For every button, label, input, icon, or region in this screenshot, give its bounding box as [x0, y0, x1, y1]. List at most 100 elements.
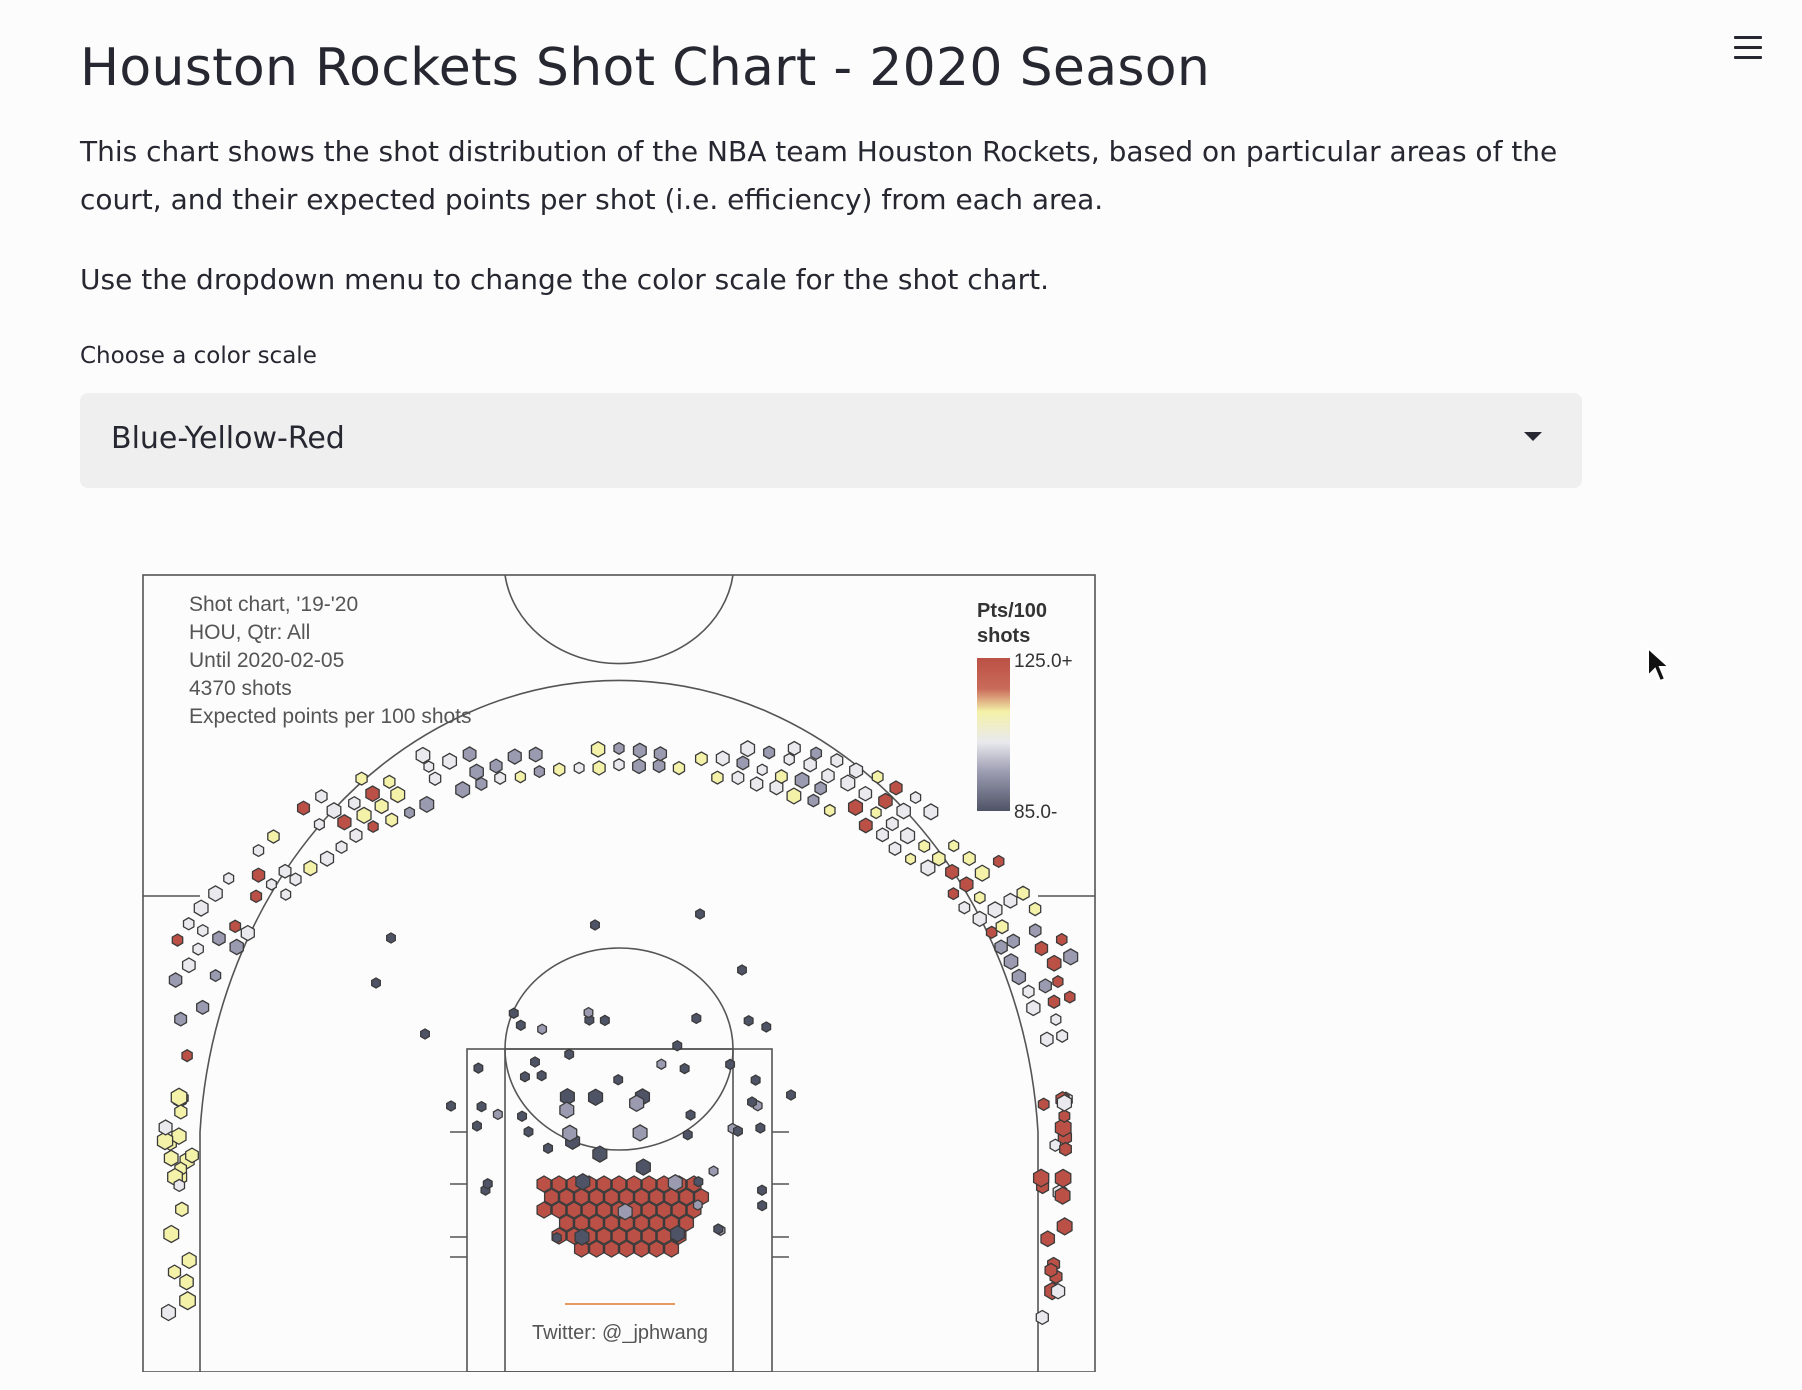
- shot-hex: [757, 1199, 768, 1212]
- shot-hex: [475, 776, 488, 792]
- shot-hex: [289, 872, 302, 887]
- color-scale-selected-value: Blue-Yellow-Red: [111, 421, 345, 456]
- shot-hex: [489, 758, 503, 774]
- shot-hex: [415, 746, 431, 764]
- shot-hex: [830, 753, 844, 769]
- shot-hex: [603, 1214, 620, 1232]
- shot-hex: [371, 977, 381, 989]
- shot-hex: [849, 762, 864, 779]
- shot-hex: [749, 776, 764, 792]
- shot-hex: [1064, 990, 1076, 1004]
- shot-hex: [1011, 968, 1027, 986]
- shot-hex: [160, 1303, 177, 1322]
- shot-hex: [641, 1227, 657, 1245]
- shot-hex: [420, 1028, 430, 1040]
- shot-hex: [633, 1188, 650, 1206]
- mouse-pointer-icon: [1647, 646, 1672, 683]
- shot-hex: [633, 1214, 650, 1232]
- shot-hex: [181, 1049, 193, 1063]
- shot-hex: [1026, 999, 1041, 1017]
- shot-hex: [878, 792, 893, 810]
- shot-hex: [972, 910, 987, 928]
- shot-hex: [1054, 1168, 1072, 1188]
- color-legend: Pts/100 shots 125.0+ 85.0-: [977, 600, 1073, 823]
- shot-hex: [163, 1224, 180, 1244]
- shot-hex: [1050, 1013, 1062, 1026]
- shot-hex: [731, 770, 745, 786]
- color-scale-select[interactable]: Blue-Yellow-Red: [80, 393, 1582, 488]
- shot-hex: [1054, 1186, 1071, 1205]
- shot-hex: [251, 867, 266, 883]
- shot-hex: [223, 872, 235, 885]
- shot-hex: [663, 1240, 680, 1258]
- shot-hex: [667, 1174, 683, 1192]
- shot-hex: [390, 786, 406, 804]
- shot-hex: [171, 933, 184, 947]
- legend-title: shots: [977, 625, 1030, 647]
- shot-hex: [156, 1131, 174, 1151]
- shot-hex: [669, 1225, 686, 1243]
- shot-hex: [428, 771, 442, 786]
- shot-hex: [918, 839, 931, 854]
- shot-hex: [632, 758, 646, 775]
- shot-hex: [562, 1124, 578, 1143]
- shot-hex: [573, 761, 585, 775]
- shot-hex: [185, 1147, 199, 1164]
- shot-hex: [533, 765, 546, 779]
- shot-hex: [536, 1201, 552, 1219]
- shot-hex: [446, 1100, 456, 1112]
- shot-hex: [419, 795, 435, 814]
- shot-hex: [769, 779, 784, 796]
- free-throw-circle-top: [504, 947, 734, 1050]
- shot-hex: [179, 1273, 194, 1291]
- shot-hex: [337, 814, 352, 831]
- shot-hex: [355, 771, 368, 786]
- shot-hex: [558, 1214, 575, 1232]
- shot-hex: [611, 1227, 627, 1245]
- shot-hex: [523, 1125, 534, 1138]
- shot-hex: [573, 1214, 590, 1232]
- shot-hex: [583, 1006, 594, 1019]
- shot-hex: [603, 1240, 620, 1258]
- shot-hex: [158, 1119, 173, 1136]
- shot-chart: Shot chart, '19-'20 HOU, Qtr: All Until …: [140, 572, 1100, 1373]
- shot-hex: [987, 901, 1003, 919]
- shot-hex: [596, 1201, 612, 1219]
- shot-hex: [173, 1178, 186, 1193]
- shot-hex: [1056, 1217, 1073, 1236]
- shot-hex: [1044, 1262, 1058, 1278]
- shot-hex: [1046, 954, 1062, 972]
- shot-hex: [945, 863, 960, 881]
- shot-hex: [711, 770, 724, 785]
- shot-hex: [923, 803, 939, 821]
- shot-hex: [821, 767, 835, 784]
- shot-hex: [581, 1201, 597, 1219]
- hamburger-menu-icon: [1734, 36, 1762, 39]
- shot-hex: [1056, 1029, 1069, 1043]
- shot-hex: [633, 1240, 650, 1258]
- credit-text: Twitter: @_jphwang: [532, 1322, 708, 1344]
- shot-hex: [876, 827, 889, 843]
- shot-hex: [732, 1125, 743, 1137]
- shot-hex: [756, 763, 768, 777]
- shot-hex: [192, 942, 204, 956]
- chevron-down-icon[interactable]: [1524, 432, 1542, 441]
- info-line: 4370 shots: [189, 677, 292, 700]
- shot-hex: [455, 781, 471, 799]
- hamburger-line: [1734, 56, 1762, 59]
- shot-hex: [757, 1184, 767, 1196]
- shot-hex: [715, 750, 730, 767]
- hamburger-menu-button[interactable]: [1726, 28, 1770, 68]
- shot-hex: [994, 939, 1008, 955]
- shot-hex: [787, 740, 801, 756]
- shot-hex: [573, 1188, 590, 1206]
- shot-hex: [629, 1094, 645, 1113]
- shot-hex: [648, 1240, 665, 1258]
- info-line: Expected points per 100 shots: [189, 705, 472, 728]
- shot-hex: [786, 787, 802, 805]
- shot-hex: [335, 840, 348, 855]
- shot-hex: [888, 841, 902, 856]
- shot-hex: [761, 1021, 772, 1033]
- shot-hex: [995, 919, 1009, 935]
- shot-hex: [626, 1175, 642, 1193]
